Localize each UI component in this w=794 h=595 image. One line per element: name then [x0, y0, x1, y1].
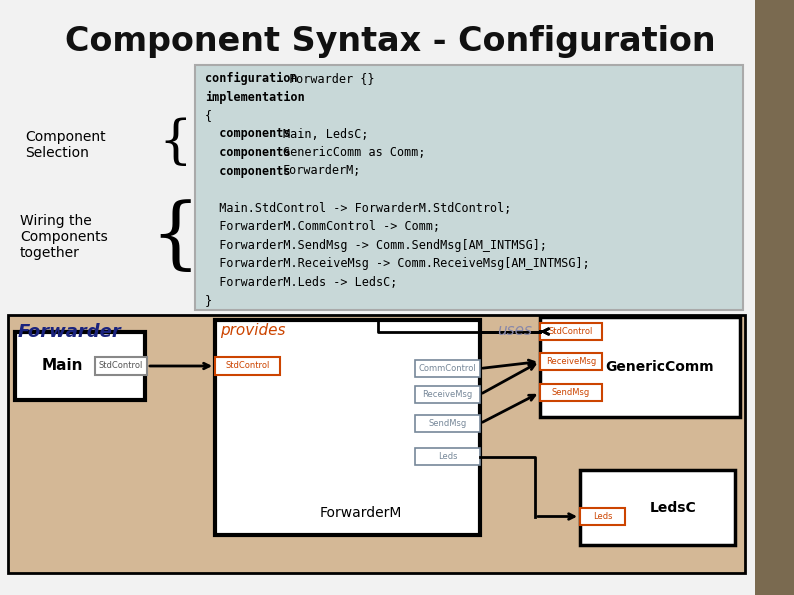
Bar [580, 470, 735, 545]
Text: GenericComm: GenericComm [606, 360, 715, 374]
Text: Wiring the
Components
together: Wiring the Components together [20, 214, 108, 260]
Bar [15, 332, 145, 400]
Text: uses: uses [497, 323, 532, 338]
Text: provides: provides [220, 323, 286, 338]
Bar [95, 357, 147, 375]
Text: ReceiveMsg: ReceiveMsg [546, 357, 596, 366]
Text: Component
Selection: Component Selection [25, 130, 106, 160]
Text: Leds: Leds [437, 452, 457, 461]
Text: {: { [150, 199, 200, 275]
Text: components: components [205, 164, 298, 177]
Text: SendMsg: SendMsg [429, 419, 467, 428]
Text: StdControl: StdControl [98, 362, 143, 371]
Bar [415, 415, 480, 432]
Text: Main.StdControl -> ForwarderM.StdControl;: Main.StdControl -> ForwarderM.StdControl… [205, 202, 511, 215]
Text: ForwarderM.Leds -> LedsC;: ForwarderM.Leds -> LedsC; [205, 275, 397, 289]
Text: components: components [205, 127, 298, 140]
Bar [755, 0, 794, 595]
Text: ForwarderM;: ForwarderM; [283, 164, 361, 177]
Text: Main, LedsC;: Main, LedsC; [283, 127, 368, 140]
Text: Main: Main [42, 359, 83, 374]
Text: LedsC: LedsC [649, 500, 696, 515]
Text: configuration: configuration [205, 72, 305, 85]
Text: Forwarder: Forwarder [18, 323, 121, 341]
Bar [8, 315, 745, 573]
Bar [540, 353, 602, 370]
Bar [415, 386, 480, 403]
Text: ForwarderM.CommControl -> Comm;: ForwarderM.CommControl -> Comm; [205, 220, 440, 233]
Text: StdControl: StdControl [225, 362, 270, 371]
Text: ReceiveMsg: ReceiveMsg [422, 390, 472, 399]
Text: ForwarderM: ForwarderM [319, 506, 402, 520]
Bar [540, 384, 602, 401]
Text: Leds: Leds [593, 512, 612, 521]
Bar [215, 357, 280, 375]
Bar [580, 508, 625, 525]
Bar [215, 320, 480, 535]
Text: {: { [205, 109, 212, 122]
Text: Forwarder {}: Forwarder {} [289, 72, 375, 85]
Bar [415, 448, 480, 465]
Bar [195, 65, 743, 310]
Bar [415, 360, 480, 377]
Text: GenericComm as Comm;: GenericComm as Comm; [283, 146, 426, 159]
Bar [540, 317, 740, 417]
Text: CommControl: CommControl [418, 364, 476, 373]
Text: Component Syntax - Configuration: Component Syntax - Configuration [64, 25, 715, 58]
Text: ForwarderM.SendMsg -> Comm.SendMsg[AM_INTMSG];: ForwarderM.SendMsg -> Comm.SendMsg[AM_IN… [205, 239, 547, 252]
Text: }: } [205, 294, 212, 307]
Text: implementation: implementation [205, 90, 305, 104]
Bar [540, 323, 602, 340]
Text: {: { [158, 117, 192, 168]
Text: components: components [205, 146, 298, 159]
Text: SendMsg: SendMsg [552, 388, 590, 397]
Text: StdControl: StdControl [549, 327, 593, 336]
Text: ForwarderM.ReceiveMsg -> Comm.ReceiveMsg[AM_INTMSG];: ForwarderM.ReceiveMsg -> Comm.ReceiveMsg… [205, 257, 590, 270]
